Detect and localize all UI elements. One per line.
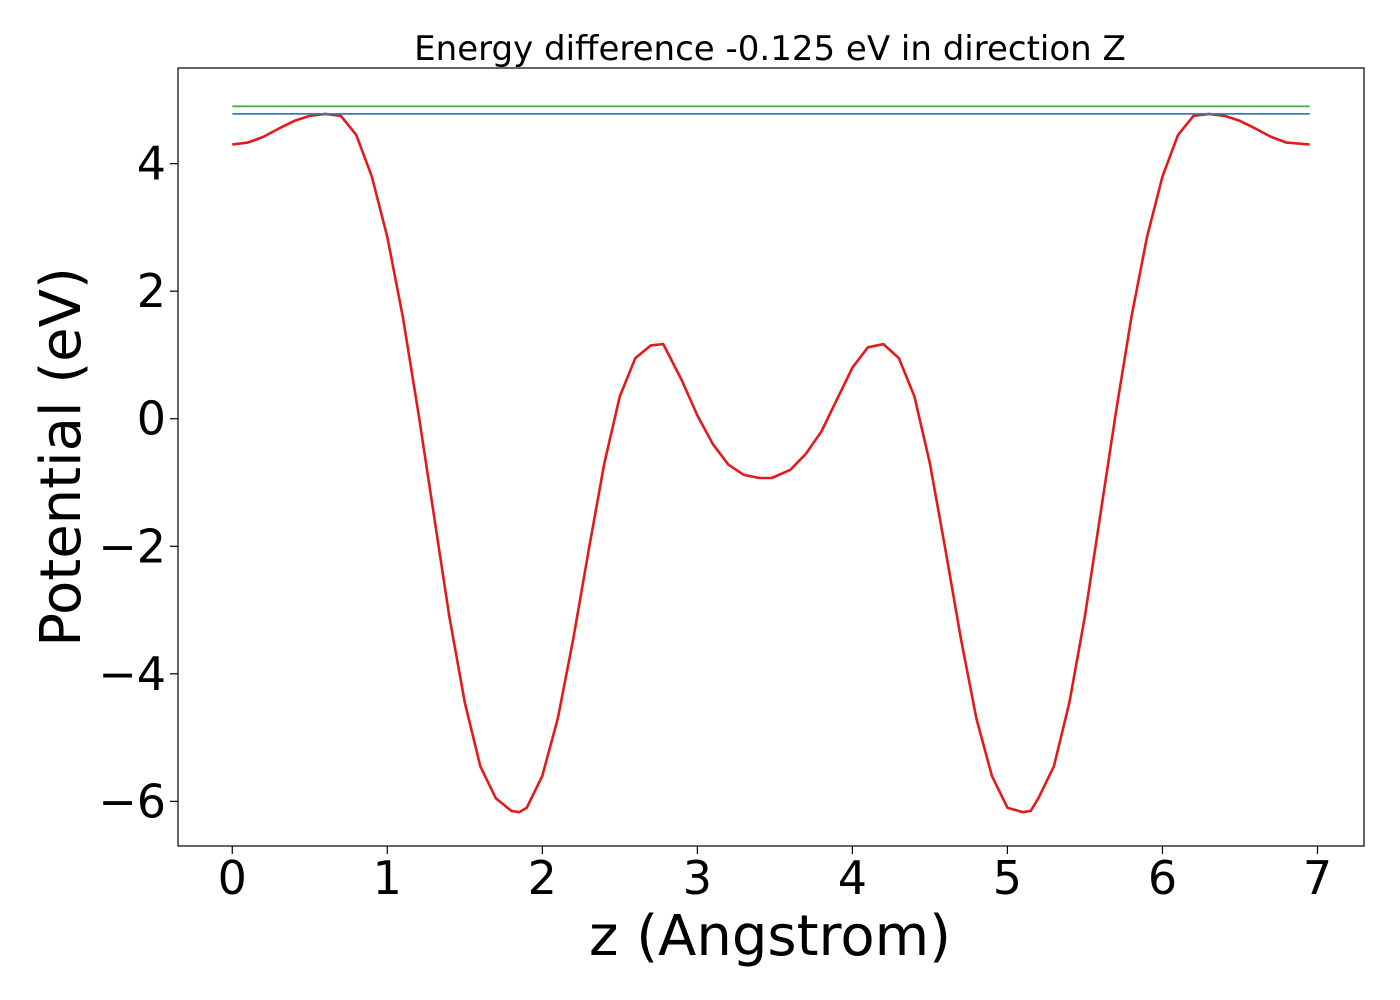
y-tick-label: 4 [137,137,166,191]
y-tick-label: 0 [137,392,166,446]
x-tick-label: 7 [1303,851,1332,905]
x-axis-label: z (Angstrom) [589,904,951,969]
x-tick-label: 3 [683,851,712,905]
x-axis-ticks: 0 1 2 3 4 5 6 7 [218,846,1332,905]
x-tick-label: 6 [1148,851,1177,905]
plot-frame [177,67,1365,847]
y-axis-label: Potential (eV) [29,267,94,647]
series-line-0 [232,112,1310,814]
x-tick-label: 1 [373,851,402,905]
y-tick-label: −4 [98,647,166,701]
x-tick-label: 5 [993,851,1022,905]
y-tick-label: 2 [137,264,166,318]
x-tick-label: 4 [838,851,867,905]
chart-title: Energy difference -0.125 eV in direction… [414,29,1126,69]
y-axis-ticks: −6 −4 −2 0 2 4 [98,137,178,828]
x-tick-label: 2 [528,851,557,905]
plot-lines [232,105,1310,814]
x-tick-label: 0 [218,851,247,905]
y-tick-label: −6 [98,774,166,828]
y-tick-label: −2 [98,519,166,573]
